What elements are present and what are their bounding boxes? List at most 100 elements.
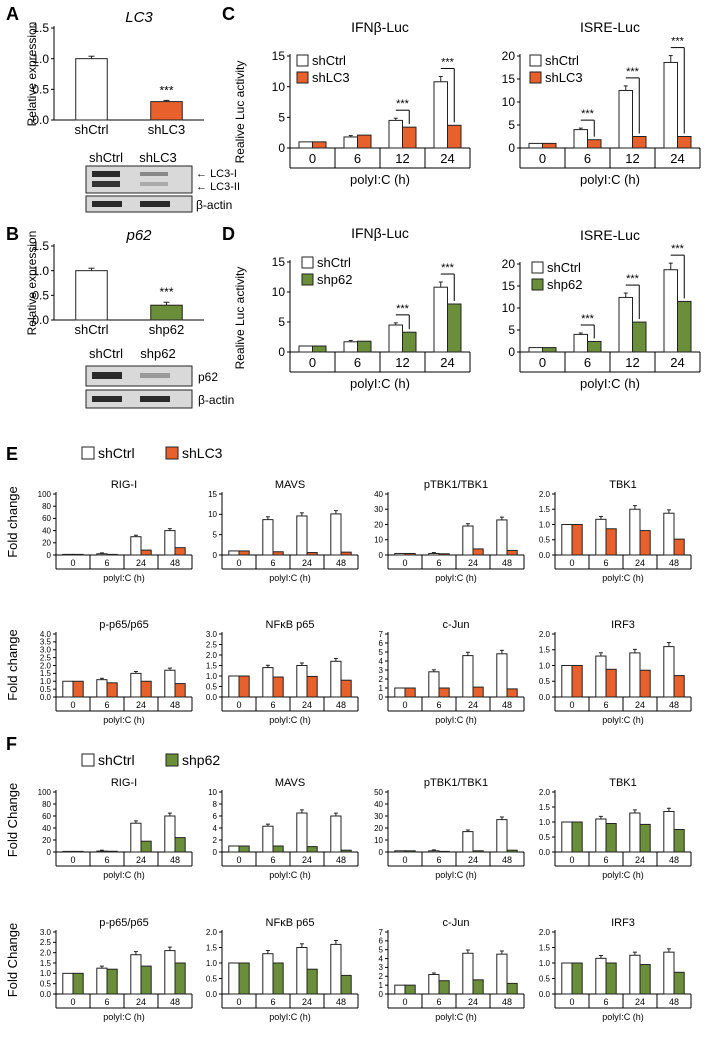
chart-e1-ytick-label: 0 xyxy=(47,551,52,560)
chart-f8-bar-kd xyxy=(605,962,617,995)
blot-a-lc3ii-band-kd xyxy=(140,182,168,186)
chart-e1-bar-kd xyxy=(174,547,186,556)
chart-d1-xtick-label: 12 xyxy=(395,355,409,370)
chart-e5-ytick-label: 2.5 xyxy=(40,653,52,662)
legend-e-kd-label: shLC3 xyxy=(182,445,223,461)
chart-f4-bar-kd xyxy=(571,821,583,853)
chart-f7-ytick-label: 7 xyxy=(379,928,384,937)
chart-e5-bar-kd xyxy=(140,680,152,698)
chart-f7-xtick-label: 6 xyxy=(436,997,441,1007)
legend-c2-kd-label: shLC3 xyxy=(545,70,583,85)
chart-d2-ytick-label: 20 xyxy=(502,257,516,271)
chart-c1-title: IFNβ-Luc xyxy=(351,19,409,35)
chart-e7-bar-ctrl xyxy=(394,687,406,698)
chart-f5-ytick-label: 2.0 xyxy=(40,948,52,957)
chart-f6-xtick-label: 48 xyxy=(336,997,346,1007)
chart-c1-sig: *** xyxy=(441,56,455,68)
chart-e8-title: IRF3 xyxy=(611,619,635,631)
chart-d1-bar-kd xyxy=(402,331,417,353)
chart-e7-ytick-label: 2 xyxy=(379,675,384,684)
chart-f7-xtick-label: 48 xyxy=(502,997,512,1007)
chart-c1-xlabel: polyI:C (h) xyxy=(350,172,410,187)
chart-f1-xtick-label: 24 xyxy=(136,855,146,865)
legend-f-kd-swatch xyxy=(165,753,179,767)
chart-f1-bar-kd xyxy=(106,850,118,853)
chart-a-ytick-label: 0.0 xyxy=(32,113,49,127)
chart-e3-xtick-label: 6 xyxy=(436,558,441,568)
chart-e4-xtick-label: 24 xyxy=(635,558,645,568)
chart-e6-ytick-label: 0.5 xyxy=(206,682,218,691)
chart-e2-bar-ctrl xyxy=(262,519,274,556)
chart-f2-xtick-label: 48 xyxy=(336,855,346,865)
chart-e5-ytick-label: 0.0 xyxy=(40,693,52,702)
chart-e4-bar-kd xyxy=(605,528,617,556)
chart-d1-bar-kd xyxy=(312,345,327,353)
chart-e1-bar-ctrl xyxy=(164,530,176,556)
chart-c2-bar-ctrl xyxy=(528,142,543,149)
chart-f1-title: RIG-I xyxy=(111,777,137,789)
chart-e3-bar-ctrl xyxy=(462,525,474,556)
chart-f8-ytick-label: 0.5 xyxy=(539,974,551,983)
chart-f8-xlabel: polyI:C (h) xyxy=(602,1012,644,1022)
chart-e4-ytick-label: 1.5 xyxy=(539,505,551,514)
chart-f7-xlabel: polyI:C (h) xyxy=(435,1012,477,1022)
chart-f6-bar-ctrl xyxy=(228,962,240,995)
chart-f1-bar-ctrl xyxy=(96,850,108,853)
chart-d2-bar-ctrl xyxy=(528,347,543,353)
chart-f8-xtick-label: 0 xyxy=(569,997,574,1007)
chart-c2-ytick-label: 20 xyxy=(502,49,516,63)
chart-c1-bar-kd xyxy=(447,124,462,149)
chart-d1-bar-ctrl xyxy=(298,345,313,353)
chart-f4-ytick-label: 2.0 xyxy=(539,788,551,797)
chart-f5-ytick-label: 2.5 xyxy=(40,938,52,947)
chart-f3-xtick-label: 6 xyxy=(436,855,441,865)
chart-e3-ytick-label: 30 xyxy=(374,505,383,514)
chart-c2-bar-ctrl xyxy=(573,129,588,149)
chart-c1-bar-ctrl xyxy=(343,136,358,149)
chart-f4-bar-kd xyxy=(673,829,685,853)
chart-e2-xtick-label: 48 xyxy=(336,558,346,568)
chart-e5-xlabel: polyI:C (h) xyxy=(103,715,145,725)
chart-e7-xlabel: polyI:C (h) xyxy=(435,715,477,725)
chart-a-ylabel: Relative expression xyxy=(25,22,39,127)
blot-a-lc3-strip xyxy=(85,165,193,194)
chart-c2-sig: *** xyxy=(626,66,640,78)
chart-f7-bar-ctrl xyxy=(496,953,508,995)
chart-e1-bar-ctrl xyxy=(96,553,108,556)
chart-f5-xtick-label: 24 xyxy=(136,997,146,1007)
chart-e6-bar-ctrl xyxy=(330,660,342,698)
chart-b-ytick-label: 0.5 xyxy=(32,289,49,303)
chart-f7-title: c-Jun xyxy=(443,917,470,929)
chart-a-xtick-label: shLC3 xyxy=(148,122,186,137)
blot-b-actin-label: β-actin xyxy=(198,393,234,407)
chart-d1-ytick-label: 5 xyxy=(278,315,285,329)
chart-f7-ytick-label: 5 xyxy=(379,946,384,955)
chart-f1-bar-ctrl xyxy=(130,822,142,853)
chart-f2-bar-kd xyxy=(238,845,250,853)
chart-e7-bar-kd xyxy=(438,687,450,698)
chart-e4-bar-kd xyxy=(673,538,685,556)
panel-letter-c: C xyxy=(222,4,235,24)
chart-f1-bar-ctrl xyxy=(164,815,176,853)
panel-letter-d: D xyxy=(222,224,235,244)
chart-f7-bar-kd xyxy=(506,982,518,995)
chart-c1-xtick-label: 24 xyxy=(440,151,454,166)
chart-e7-ytick-label: 0 xyxy=(379,693,384,702)
chart-d1-bar-ctrl xyxy=(388,324,403,353)
blot-b-p62-band-ctrl xyxy=(92,372,122,379)
chart-e7-bar-ctrl xyxy=(428,671,440,698)
chart-d1-bar-ctrl xyxy=(433,286,448,353)
chart-d1-ytick-label: 15 xyxy=(272,255,286,269)
chart-e3-xlabel: polyI:C (h) xyxy=(435,573,477,583)
chart-e3-xtick-label: 0 xyxy=(402,558,407,568)
chart-f8-ytick-label: 0.0 xyxy=(539,990,551,999)
chart-f3-bar-ctrl xyxy=(462,831,474,853)
chart-c1-xtick-label: 0 xyxy=(309,151,316,166)
chart-e6-xtick-label: 48 xyxy=(336,700,346,710)
panel-letter-e: E xyxy=(6,444,18,464)
chart-e5-bar-ctrl xyxy=(62,680,74,698)
chart-c1-bar-kd xyxy=(357,134,372,149)
chart-e3-bar-ctrl xyxy=(496,519,508,556)
chart-e7-bar-ctrl xyxy=(496,653,508,698)
chart-f7-xtick-label: 0 xyxy=(402,997,407,1007)
